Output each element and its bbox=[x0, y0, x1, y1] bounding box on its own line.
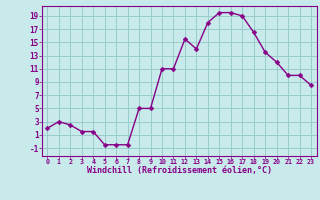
X-axis label: Windchill (Refroidissement éolien,°C): Windchill (Refroidissement éolien,°C) bbox=[87, 166, 272, 175]
